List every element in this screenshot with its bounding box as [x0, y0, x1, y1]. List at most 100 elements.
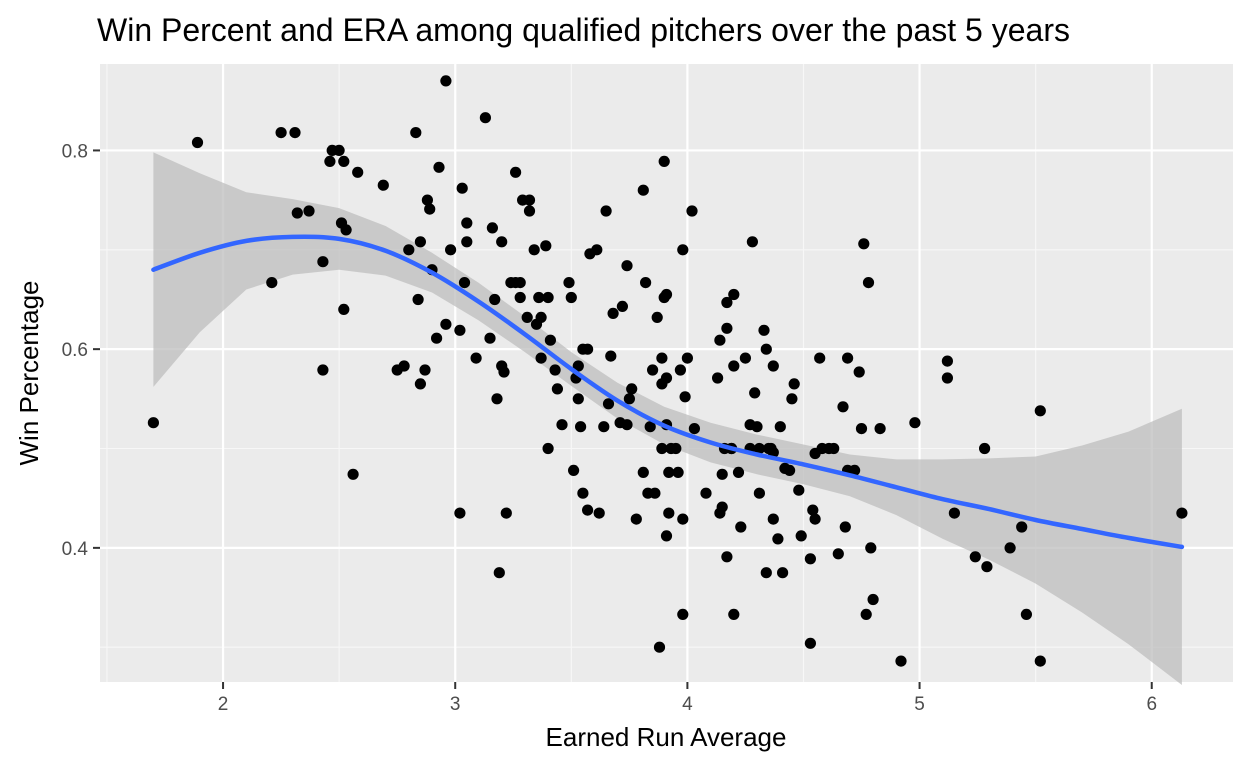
data-point: [660, 288, 673, 301]
data-point: [498, 366, 510, 378]
data-point: [338, 303, 350, 315]
y-tick-label: 0.8: [62, 141, 88, 162]
data-point: [605, 350, 617, 362]
data-point: [630, 513, 642, 525]
data-point: [556, 419, 568, 431]
data-point: [716, 501, 728, 513]
x-axis-title: Earned Run Average: [546, 722, 787, 752]
data-point: [647, 364, 659, 376]
data-point: [600, 205, 612, 217]
data-point: [582, 504, 594, 516]
data-point: [677, 244, 689, 256]
data-point: [969, 551, 981, 563]
data-point: [814, 352, 826, 364]
data-point: [616, 300, 629, 312]
data-point: [377, 179, 389, 191]
data-point: [521, 311, 533, 323]
data-point: [575, 421, 587, 433]
data-point: [804, 637, 817, 649]
data-point: [445, 244, 457, 256]
data-point: [644, 421, 656, 433]
data-point: [637, 466, 649, 478]
data-point: [563, 277, 575, 289]
data-point: [758, 324, 770, 336]
data-point: [598, 421, 610, 433]
data-point: [1004, 542, 1016, 554]
data-point: [454, 324, 466, 336]
data-point: [788, 378, 800, 390]
data-point: [572, 360, 584, 372]
data-point: [431, 332, 443, 344]
data-point: [746, 236, 759, 248]
data-point: [440, 75, 452, 87]
data-point: [660, 372, 673, 384]
data-point: [542, 291, 554, 304]
data-point: [795, 530, 807, 542]
data-point: [352, 166, 364, 178]
data-point: [626, 383, 638, 395]
data-point: [653, 641, 666, 653]
data-point: [621, 260, 633, 272]
data-point: [858, 238, 870, 250]
data-point: [591, 244, 603, 256]
data-point: [751, 421, 763, 433]
data-point: [461, 236, 473, 248]
data-point: [714, 334, 726, 346]
data-point: [784, 464, 796, 476]
data-point: [663, 507, 675, 519]
major-gridlines: [100, 64, 1233, 682]
data-point: [739, 352, 752, 364]
data-point: [700, 487, 712, 499]
data-point: [772, 533, 784, 545]
data-point: [484, 332, 496, 344]
data-point: [572, 393, 584, 405]
data-point: [767, 360, 779, 372]
data-point: [786, 393, 798, 405]
data-point: [291, 207, 303, 219]
data-point: [981, 561, 993, 573]
x-tick-label: 5: [914, 694, 925, 715]
x-tick-label: 3: [450, 694, 461, 715]
data-point: [1176, 507, 1188, 519]
data-point: [677, 608, 689, 621]
data-point: [948, 507, 961, 519]
data-point: [419, 364, 431, 376]
data-point: [303, 205, 315, 217]
data-point: [582, 343, 594, 355]
data-point: [681, 352, 694, 364]
data-point: [909, 417, 921, 429]
data-point: [895, 655, 907, 667]
data-point: [433, 161, 445, 173]
data-point: [333, 144, 345, 156]
data-point: [658, 155, 670, 167]
data-point: [1034, 405, 1046, 417]
data-point: [674, 364, 687, 376]
data-point: [760, 343, 772, 355]
x-tick-label: 2: [218, 694, 229, 715]
data-point: [853, 366, 865, 378]
data-point: [1034, 655, 1046, 667]
data-point: [865, 542, 877, 554]
data-point: [804, 553, 817, 565]
data-point: [621, 419, 633, 431]
data-point: [533, 291, 545, 304]
data-point: [732, 466, 745, 478]
data-point: [774, 421, 786, 433]
data-point: [809, 513, 821, 525]
data-point: [410, 127, 422, 139]
data-point: [568, 464, 580, 476]
data-point: [493, 567, 505, 579]
data-point: [544, 334, 557, 346]
data-point: [721, 551, 733, 563]
x-axis: 2 3 4 5 6: [218, 682, 1157, 715]
data-point: [535, 352, 547, 364]
confidence-band: [153, 152, 1182, 685]
data-point: [855, 423, 868, 435]
data-point: [266, 277, 278, 289]
data-point: [753, 487, 766, 499]
data-point: [275, 127, 287, 139]
data-point: [542, 442, 554, 455]
data-point: [454, 507, 466, 519]
data-point: [403, 244, 415, 256]
